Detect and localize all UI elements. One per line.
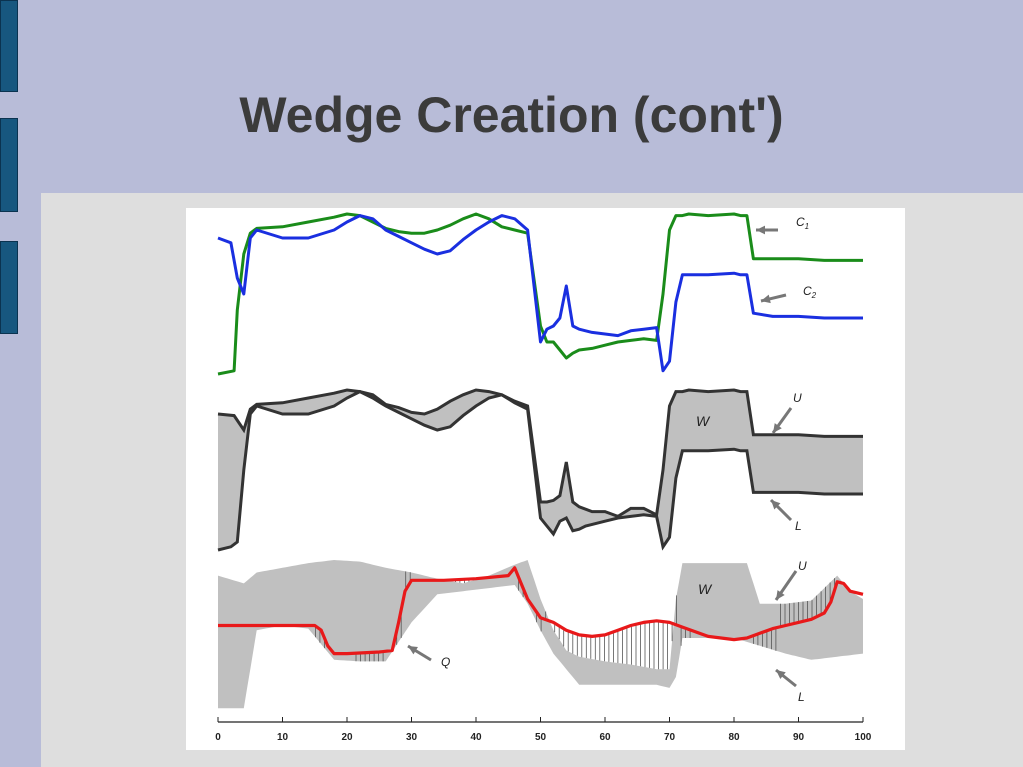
wedge-figure: C1 C2 W U L W U Q L 0 10 20 30 40 50 60 70 80 90 100 [186,208,905,750]
q-arrow-head [408,646,418,655]
wedge-chart: C1 C2 W U L W U Q L 0 10 20 30 40 50 60 70 80 90 100 [215,212,872,743]
c1-label: C1 [796,215,809,231]
middle-w-label: W [696,413,711,429]
bottom-wedge-fill [218,560,863,709]
x-tick-label: 60 [599,732,611,743]
bottom-l-label: L [798,690,805,704]
middle-l-label: L [795,519,802,533]
bottom-l-arrow-head [776,670,786,680]
x-tick-label: 0 [215,732,221,743]
c2-arrow-head [761,294,771,304]
x-tick-label: 10 [277,732,289,743]
c2-label: C2 [803,284,817,300]
middle-wedge-fill [218,390,863,550]
x-tick-label: 40 [470,732,482,743]
bottom-hatch [314,571,854,670]
side-tab-1[interactable] [0,0,18,92]
x-tick-label: 100 [855,732,872,743]
series-c2-line [217,214,863,373]
c1-arrow-head [756,225,766,235]
middle-l-arrow-head [771,500,781,510]
middle-upper-line [217,388,863,519]
x-tick-label: 90 [793,732,805,743]
middle-lower-line [217,389,863,552]
x-tick-label: 30 [406,732,418,743]
middle-u-label: U [793,391,802,405]
series-c1-line [217,212,863,376]
middle-u-arrow-head [773,423,782,433]
bottom-u-label: U [798,559,807,573]
series-q-line [218,566,864,656]
slide-title: Wedge Creation (cont') [239,87,784,143]
x-tick-label: 50 [535,732,547,743]
bottom-q-label: Q [441,655,450,669]
side-tab-2[interactable] [0,118,18,212]
x-tick-label: 80 [728,732,740,743]
x-tick-label: 70 [664,732,676,743]
bottom-u-arrow-head [776,590,785,600]
bottom-w-label: W [698,581,713,597]
x-tick-label: 20 [341,732,353,743]
side-tab-3[interactable] [0,241,18,334]
